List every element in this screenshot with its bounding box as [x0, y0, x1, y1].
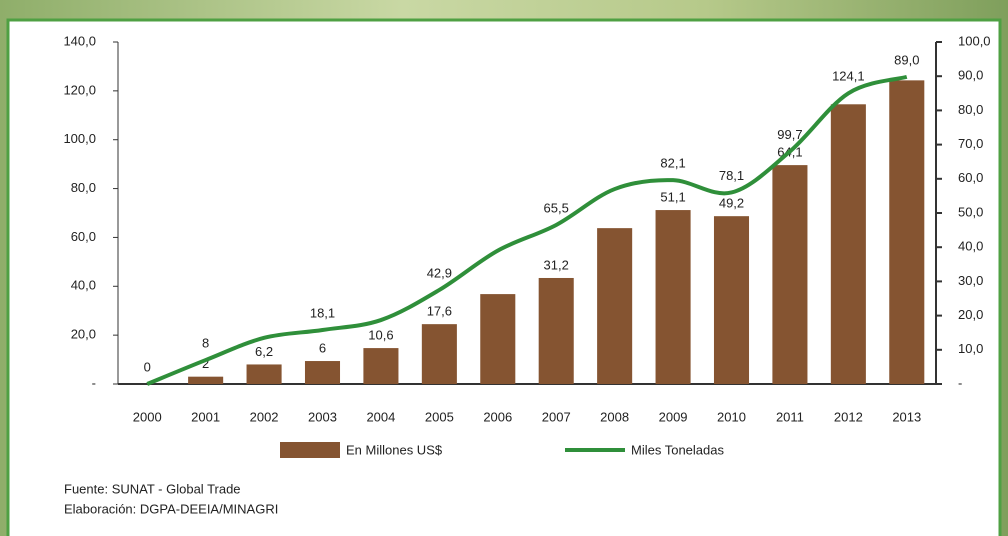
- y-tick-label: 140,0: [63, 33, 96, 48]
- bar-label: 17,6: [427, 304, 452, 319]
- y2-tick-label: 80,0: [958, 102, 983, 117]
- y-tick-label: 120,0: [63, 82, 96, 97]
- bar: [713, 216, 750, 384]
- bar-label: 51,1: [660, 190, 685, 205]
- y2-tick-label: 60,0: [958, 170, 983, 185]
- line-label: 78,1: [719, 168, 744, 183]
- x-tick-label: 2006: [483, 409, 512, 424]
- source: Fuente: SUNAT - Global Trade: [64, 481, 241, 496]
- line-label: 89,0: [894, 52, 919, 67]
- y2-tick-label: 50,0: [958, 204, 983, 219]
- bar: [830, 104, 866, 385]
- x-tick-label: 2000: [133, 409, 162, 424]
- y-tick-label: 20,0: [71, 327, 96, 342]
- x-tick-label: 2007: [542, 409, 571, 424]
- y-tick-label: 60,0: [71, 229, 96, 244]
- line-label: 8: [202, 335, 209, 350]
- x-tick-label: 2010: [717, 409, 746, 424]
- bar: [421, 324, 457, 384]
- line-label: 99,7: [777, 127, 802, 142]
- bar: [655, 210, 691, 384]
- legend-label: En Millones US$: [346, 442, 443, 457]
- y-tick-label: -: [92, 375, 96, 390]
- y2-tick-label: -: [958, 375, 962, 390]
- y-tick-label: 100,0: [63, 131, 96, 146]
- bar: [304, 361, 341, 384]
- x-tick-label: 2004: [366, 409, 395, 424]
- bar: [363, 348, 399, 384]
- legend-swatch: [280, 442, 340, 458]
- y2-tick-label: 90,0: [958, 68, 983, 83]
- y-tick-label: 40,0: [71, 278, 96, 293]
- bar: [246, 364, 282, 384]
- y2-tick-label: 100,0: [958, 33, 991, 48]
- bar: [597, 228, 633, 384]
- x-tick-label: 2009: [659, 409, 688, 424]
- bar-label: 10,6: [368, 328, 393, 343]
- x-tick-label: 2003: [308, 409, 337, 424]
- bar-label: 31,2: [544, 257, 569, 272]
- x-tick-label: 2005: [425, 409, 454, 424]
- bar-label: 49,2: [719, 196, 744, 211]
- y2-tick-label: 20,0: [958, 307, 983, 322]
- bar-label: 6: [319, 340, 326, 355]
- x-tick-label: 2013: [892, 409, 921, 424]
- x-tick-label: 2008: [600, 409, 629, 424]
- bar: [538, 277, 574, 384]
- x-tick-label: 2012: [834, 409, 863, 424]
- bar: [772, 165, 808, 384]
- legend-label: Miles Toneladas: [631, 442, 724, 457]
- bar: [188, 376, 224, 384]
- y2-tick-label: 10,0: [958, 341, 983, 356]
- x-tick-label: 2001: [191, 409, 220, 424]
- x-tick-label: 2002: [250, 409, 279, 424]
- bar: [480, 294, 516, 384]
- x-tick-label: 2011: [776, 409, 804, 424]
- line-label: 0: [144, 359, 151, 374]
- y2-tick-label: 30,0: [958, 273, 983, 288]
- line-label: 82,1: [660, 156, 685, 171]
- credit: Elaboración: DGPA-DEEIA/MINAGRI: [64, 501, 278, 516]
- y-tick-label: 80,0: [71, 180, 96, 195]
- line: [146, 74, 908, 386]
- y2-tick-label: 70,0: [958, 136, 983, 151]
- line-label: 124,1: [832, 69, 865, 84]
- bar-label: 6,2: [255, 344, 273, 359]
- line-label: 42,9: [427, 265, 452, 280]
- bar-label: 2: [202, 356, 209, 371]
- bar: [889, 80, 925, 385]
- line-label: 18,1: [310, 305, 335, 320]
- line-label: 65,5: [544, 200, 569, 215]
- y2-tick-label: 40,0: [958, 239, 983, 254]
